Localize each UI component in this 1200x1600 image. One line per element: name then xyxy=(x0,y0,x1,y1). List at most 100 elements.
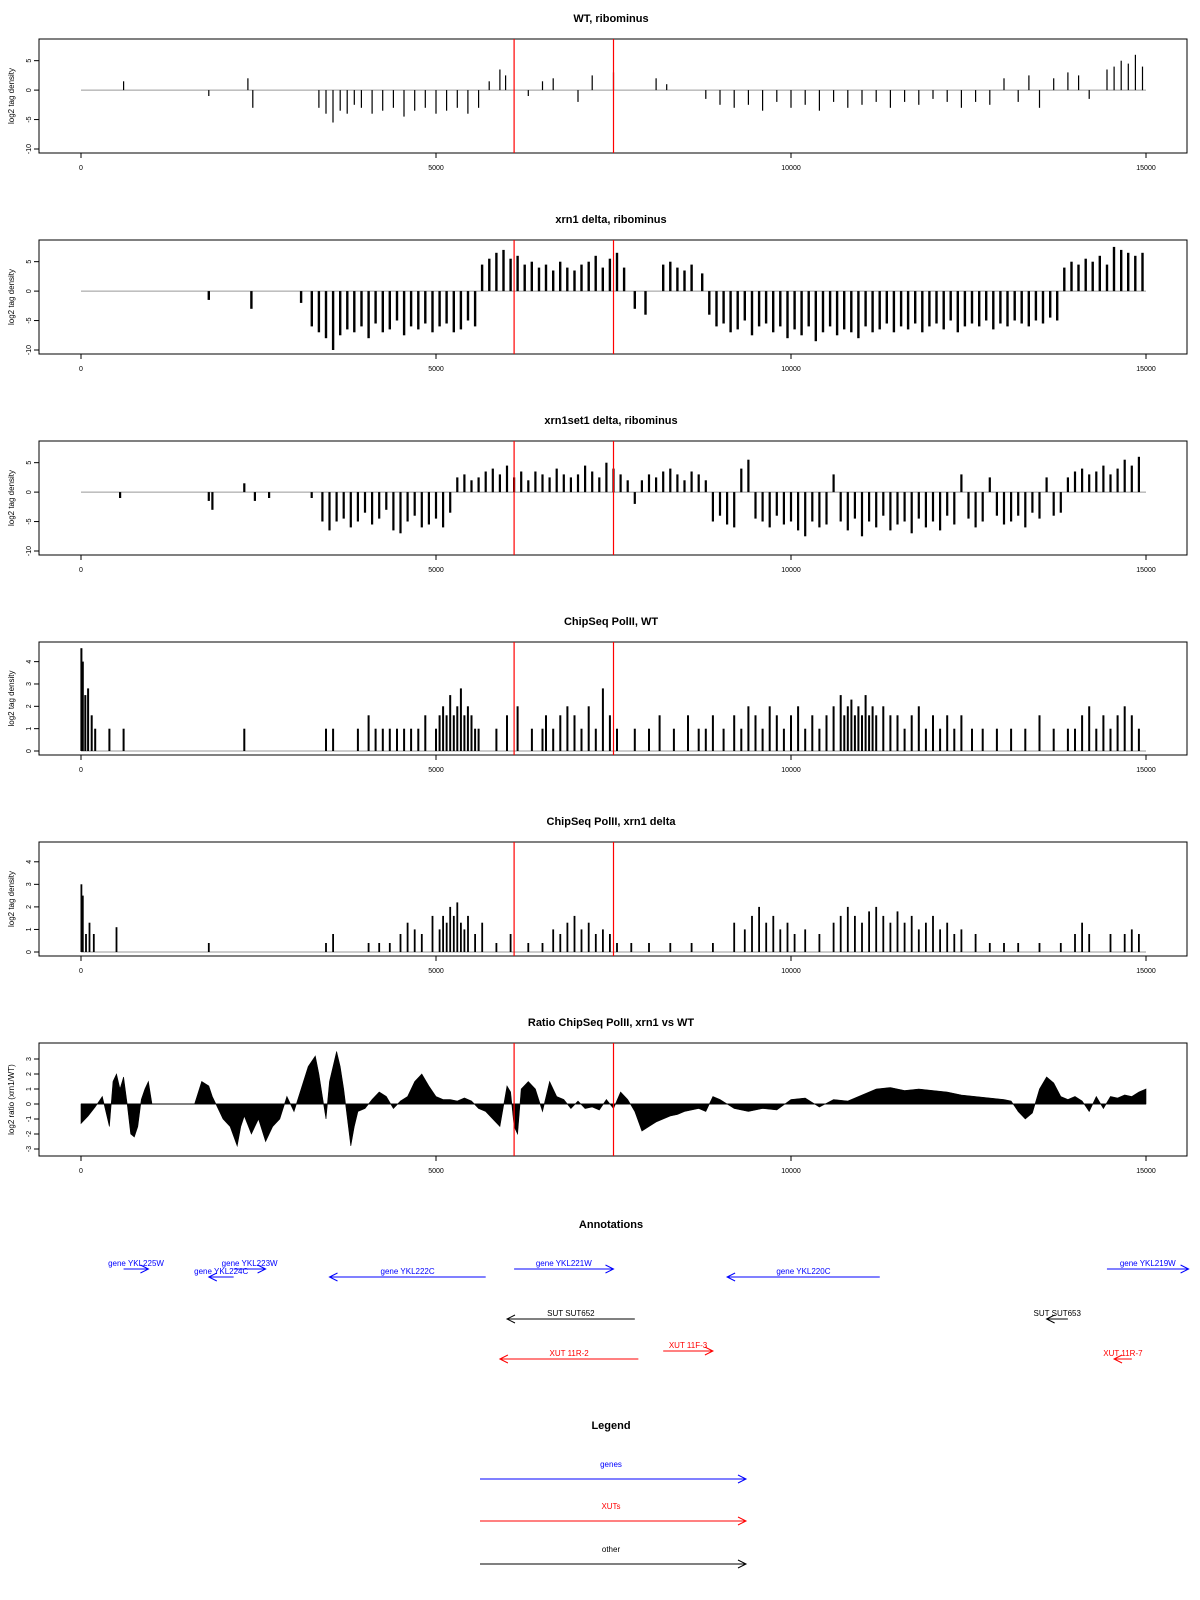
data-bar xyxy=(84,695,87,751)
data-bar xyxy=(541,474,544,493)
panel-title: xrn1 delta, ribominus xyxy=(555,214,666,226)
data-bar xyxy=(250,291,253,309)
data-bar xyxy=(711,492,714,522)
data-bar xyxy=(467,915,469,952)
annotation-feature: gene YKL225W xyxy=(108,1259,164,1274)
annotation-feature: XUT 11R-2 xyxy=(498,1349,639,1364)
data-bar xyxy=(417,728,420,751)
data-bar xyxy=(846,492,849,531)
legend-label: XUTs xyxy=(601,1502,620,1511)
data-bar xyxy=(325,943,327,952)
data-bar xyxy=(1095,728,1098,751)
data-bar xyxy=(793,934,796,952)
panel-title: Ratio ChipSeq PolII, xrn1 vs WT xyxy=(528,1017,695,1029)
data-bar xyxy=(541,943,544,952)
data-bar xyxy=(435,728,437,751)
data-bar xyxy=(488,258,491,292)
data-bar xyxy=(1116,715,1119,751)
data-bar xyxy=(889,492,892,531)
data-bar xyxy=(729,291,732,333)
data-bar xyxy=(438,715,441,751)
data-bar xyxy=(1134,255,1137,292)
data-bar xyxy=(832,474,835,493)
data-bar xyxy=(669,468,672,493)
legend-item: XUTs xyxy=(480,1502,748,1526)
data-bar xyxy=(1137,456,1140,493)
data-bar xyxy=(932,915,934,952)
annotation-feature: gene YKL221W xyxy=(514,1259,615,1274)
data-bar xyxy=(995,492,998,516)
data-bar xyxy=(718,492,722,516)
data-bar xyxy=(438,291,441,327)
data-bar xyxy=(445,715,448,751)
data-bar xyxy=(985,291,988,321)
data-bar xyxy=(360,291,363,327)
y-axis-label: log2 tag density xyxy=(7,269,16,325)
data-bar xyxy=(1127,63,1129,91)
data-bar xyxy=(346,90,348,114)
data-bar xyxy=(821,291,825,333)
data-bar xyxy=(914,291,917,324)
data-bar xyxy=(765,922,768,952)
data-bar xyxy=(910,492,913,534)
feature-label: gene YKL221W xyxy=(536,1259,592,1268)
data-bar xyxy=(374,291,377,324)
data-bar xyxy=(953,492,956,525)
data-bar xyxy=(776,90,778,102)
y-axis-label: log2 tag density xyxy=(7,871,16,927)
arrow-head xyxy=(704,1346,715,1356)
y-axis: -10 -5 0 5 xyxy=(26,59,40,154)
data-bar xyxy=(1095,471,1098,493)
data-bar xyxy=(459,291,463,330)
data-bar xyxy=(860,492,864,537)
data-bar xyxy=(1074,728,1076,751)
data-bar xyxy=(467,90,469,114)
data-bar xyxy=(733,90,735,108)
data-bar xyxy=(975,90,977,102)
data-bar xyxy=(325,728,327,751)
data-bar xyxy=(662,471,665,493)
data-bar xyxy=(797,706,800,751)
data-bar xyxy=(847,90,849,108)
track-panel: WT, ribominus log2 tag density -10 -5 0 5 0 500… xyxy=(7,13,1188,172)
y-tick-label: 4 xyxy=(26,660,33,664)
y-axis: 0 1 2 3 4 xyxy=(26,660,40,753)
data-bar xyxy=(446,90,448,111)
data-bar xyxy=(1017,90,1019,102)
data-bar xyxy=(764,291,768,324)
data-bar xyxy=(566,922,569,952)
data-bar xyxy=(544,264,548,292)
data-bar xyxy=(527,480,530,493)
data-bar xyxy=(850,699,853,751)
data-bar xyxy=(832,922,835,952)
data-bar xyxy=(580,264,583,292)
data-bar xyxy=(466,291,470,321)
data-bar xyxy=(555,468,558,493)
data-bar xyxy=(875,715,878,751)
data-bar xyxy=(1123,459,1126,493)
data-bar xyxy=(974,934,977,952)
data-bar xyxy=(1053,78,1055,91)
data-bar xyxy=(587,261,590,292)
arrow-head xyxy=(140,1264,150,1274)
panel-title: WT, ribominus xyxy=(573,13,648,25)
data-bar xyxy=(1130,465,1133,493)
data-bar xyxy=(708,291,711,315)
data-bar xyxy=(431,915,434,952)
data-bar xyxy=(413,929,416,952)
data-bar xyxy=(939,728,942,751)
data-bar xyxy=(438,929,441,952)
data-bar xyxy=(414,90,416,111)
feature-label: gene YKL225W xyxy=(108,1259,164,1268)
data-bar xyxy=(534,471,537,493)
data-bar xyxy=(573,270,576,292)
data-bar xyxy=(761,492,764,522)
data-bar xyxy=(655,78,657,91)
y-tick-label: -2 xyxy=(26,1131,33,1137)
y-axis: -10 -5 0 5 xyxy=(26,461,40,556)
data-bar xyxy=(715,291,718,327)
data-bar xyxy=(346,291,349,330)
data-bar xyxy=(545,715,547,751)
y-axis-label: log2 tag density xyxy=(7,670,16,726)
data-bar xyxy=(701,273,704,292)
